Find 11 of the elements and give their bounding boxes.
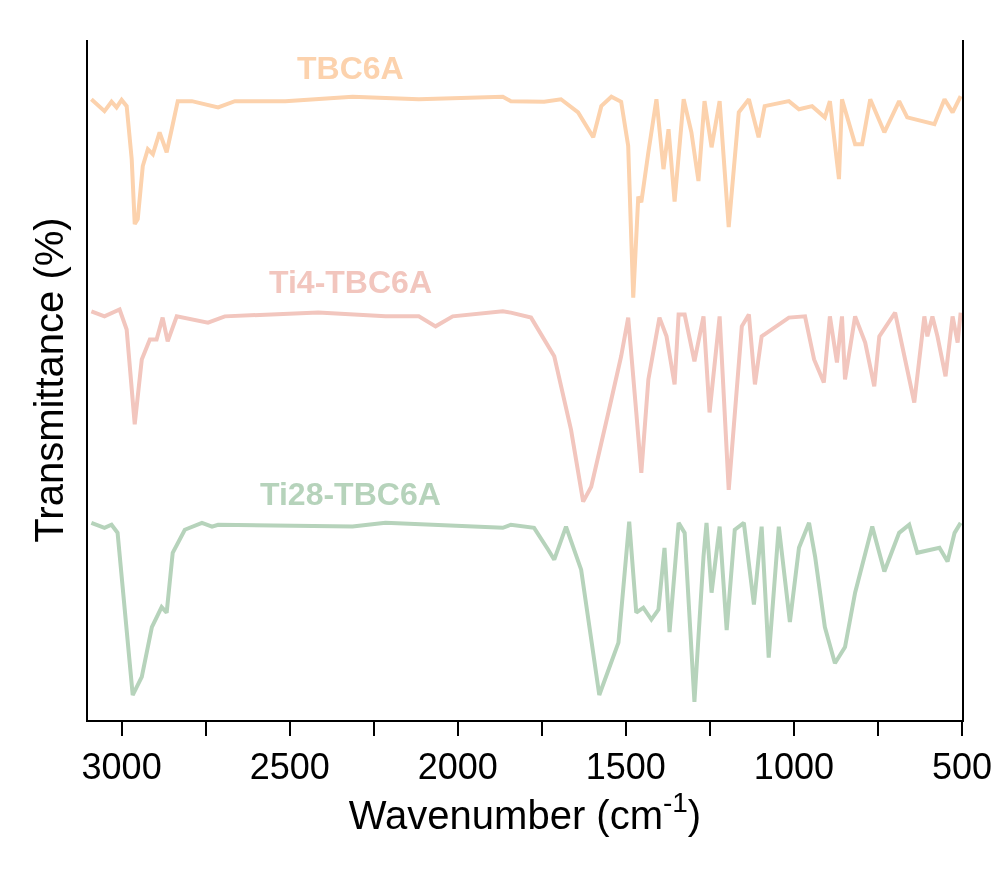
x-tick-label: 2000 <box>417 746 498 788</box>
series-label: Ti4-TBC6A <box>269 264 432 300</box>
y-axis-title: Transmittance (%) <box>27 217 71 543</box>
x-axis-title: Wavenumber (cm$^{-1}$) <box>348 787 702 837</box>
x-tick-label: 1000 <box>753 746 834 788</box>
x-tick-label: 2500 <box>249 746 330 788</box>
x-tick-label: 3000 <box>81 746 162 788</box>
series-label: Ti28-TBC6A <box>260 476 441 512</box>
x-tick-label: 1500 <box>585 746 666 788</box>
x-tick-label: 500 <box>931 746 993 788</box>
series-label: TBC6A <box>297 50 404 86</box>
